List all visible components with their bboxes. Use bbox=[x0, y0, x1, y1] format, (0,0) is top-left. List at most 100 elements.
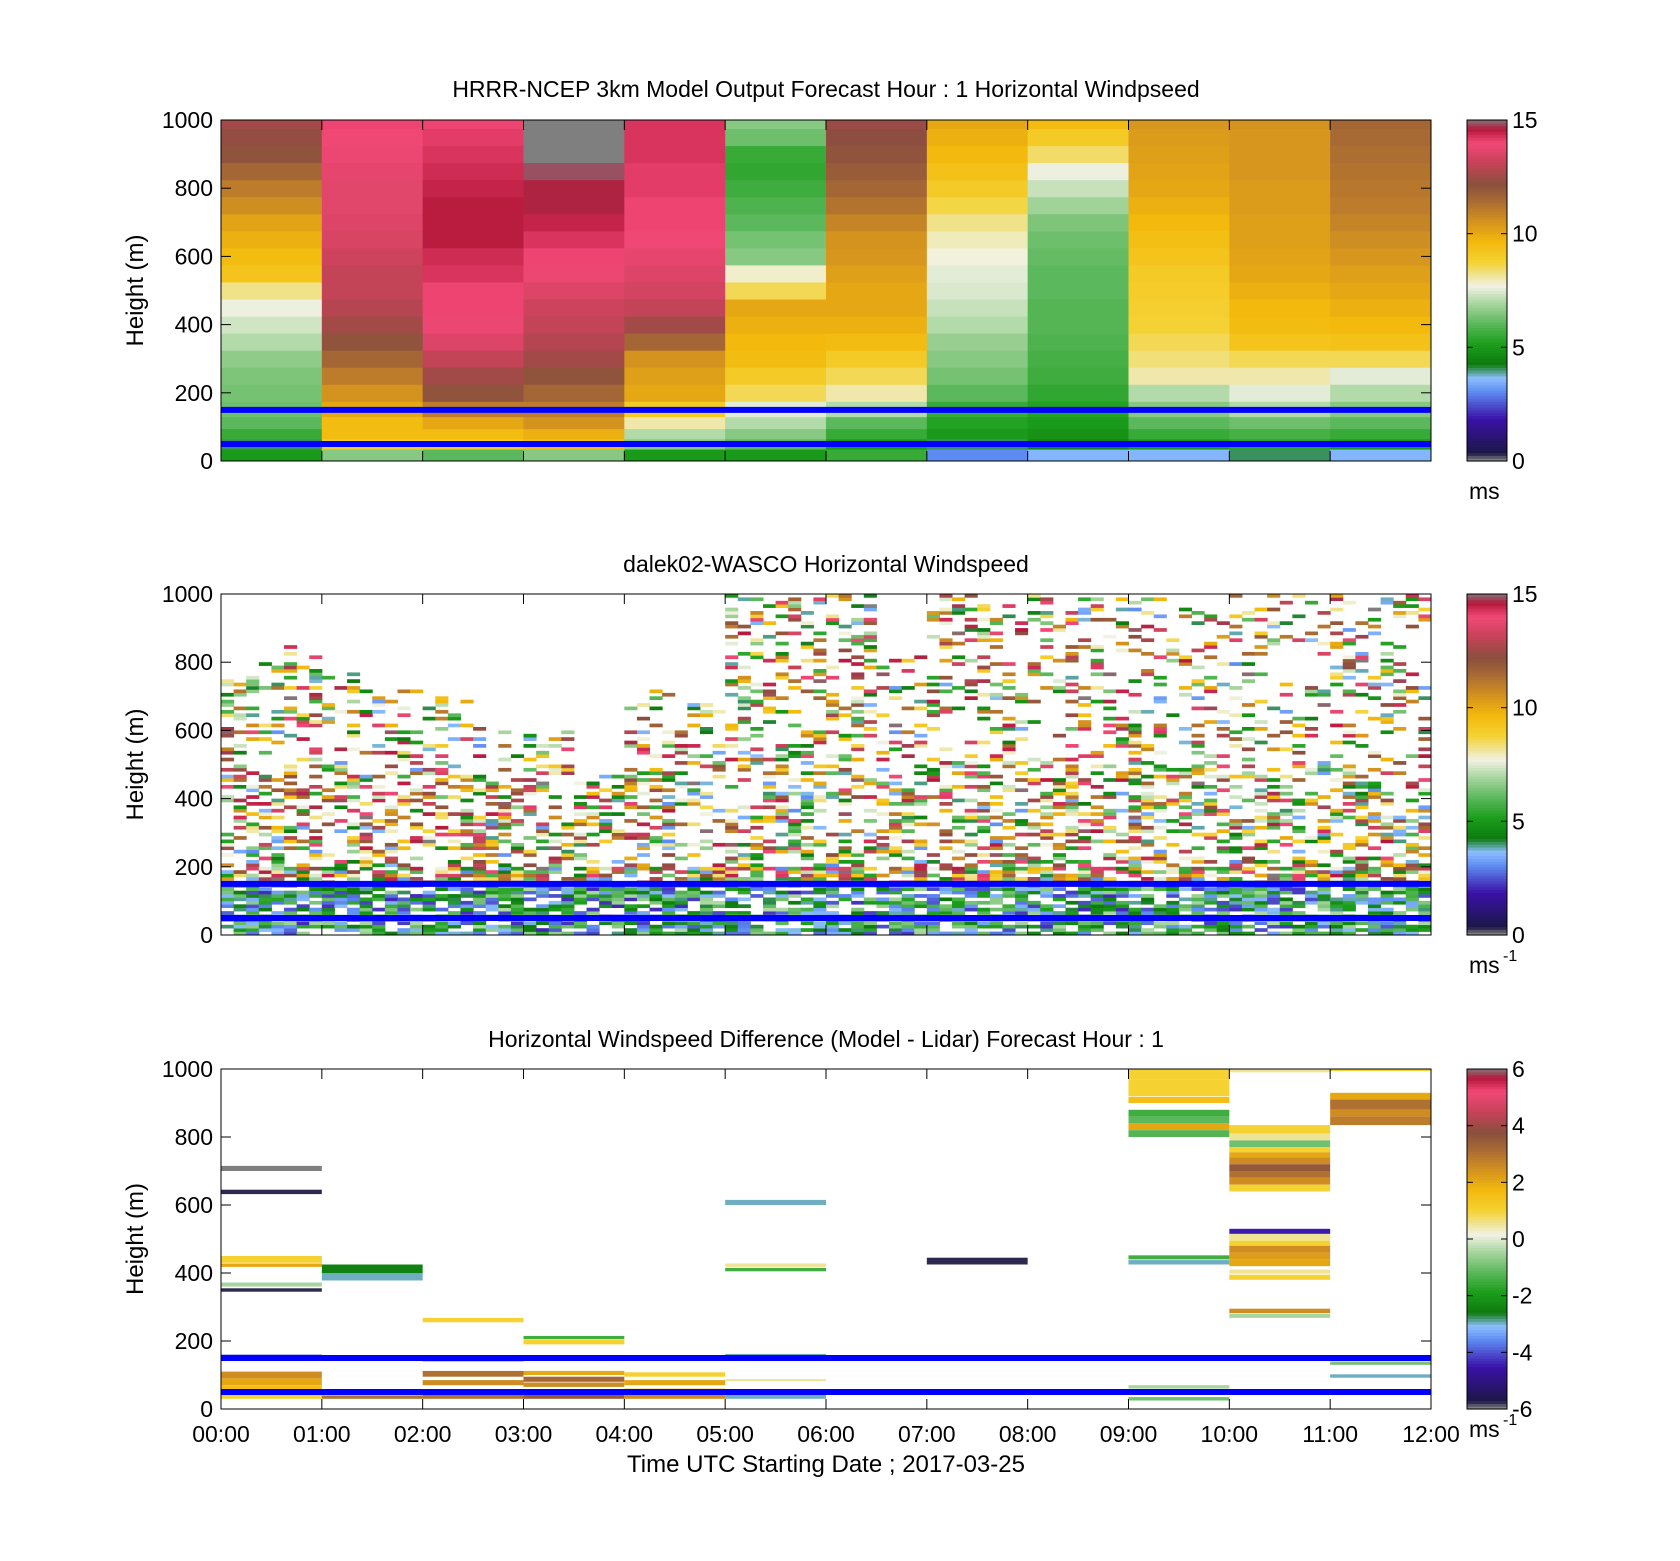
lidar-bin bbox=[889, 774, 903, 779]
lidar-bin bbox=[1204, 890, 1218, 895]
lidar-bin bbox=[473, 839, 487, 844]
lidar-bin bbox=[1405, 808, 1419, 813]
lidar-bin bbox=[485, 873, 499, 878]
lidar-bin bbox=[1254, 842, 1268, 847]
lidar-bin bbox=[1367, 819, 1382, 823]
lidar-bin bbox=[914, 771, 928, 776]
lidar-bin bbox=[1078, 686, 1092, 690]
lidar-bin bbox=[1418, 815, 1432, 820]
lidar-bin bbox=[1380, 703, 1394, 707]
lidar-bin bbox=[889, 747, 903, 752]
lidar-bin bbox=[473, 911, 487, 915]
difference-segment bbox=[1330, 1116, 1431, 1126]
heatmap-cell bbox=[926, 247, 1029, 266]
lidar-bin bbox=[1229, 696, 1243, 701]
lidar-bin bbox=[410, 921, 424, 926]
lidar-bin bbox=[762, 774, 777, 779]
lidar-bin bbox=[649, 842, 663, 847]
lidar-bin bbox=[687, 894, 701, 898]
lidar-bin bbox=[1216, 662, 1230, 666]
colorbar-swatch bbox=[1467, 844, 1507, 848]
lidar-bin bbox=[347, 730, 361, 735]
lidar-bin bbox=[523, 863, 537, 868]
lidar-bin bbox=[1141, 638, 1155, 643]
lidar-bin bbox=[397, 863, 411, 868]
lidar-bin bbox=[473, 924, 487, 929]
lidar-bin bbox=[1254, 795, 1268, 799]
lidar-bin bbox=[460, 737, 474, 741]
lidar-bin bbox=[1393, 900, 1407, 905]
lidar-bin bbox=[498, 904, 512, 909]
colorbar-swatch bbox=[1467, 628, 1507, 632]
lidar-bin bbox=[1002, 761, 1016, 765]
lidar-bin bbox=[737, 737, 751, 741]
lidar-bin bbox=[863, 839, 877, 844]
lidar-bin bbox=[586, 931, 600, 936]
lidar-bin bbox=[460, 778, 474, 782]
lidar-bin bbox=[284, 829, 298, 833]
lidar-bin bbox=[1090, 870, 1104, 874]
lidar-bin bbox=[359, 928, 373, 932]
lidar-bin bbox=[321, 720, 335, 724]
lidar-bin bbox=[1191, 931, 1205, 936]
lidar-bin bbox=[863, 692, 877, 697]
lidar-bin bbox=[321, 924, 335, 929]
lidar-bin bbox=[1141, 859, 1155, 864]
lidar-bin bbox=[1065, 651, 1079, 656]
colorbar-swatch bbox=[1467, 909, 1507, 913]
lidar-bin bbox=[258, 887, 272, 891]
heatmap-cell bbox=[725, 179, 827, 198]
lidar-bin bbox=[510, 805, 524, 810]
lidar-bin bbox=[536, 825, 550, 830]
lidar-bin bbox=[662, 778, 676, 782]
lidar-bin bbox=[1330, 672, 1344, 677]
colorbar-swatch bbox=[1467, 719, 1507, 723]
lidar-bin bbox=[321, 767, 335, 772]
colorbar-swatch bbox=[1467, 1210, 1507, 1215]
lidar-bin bbox=[851, 662, 865, 666]
lidar-bin bbox=[1002, 696, 1016, 701]
lidar-bin bbox=[1405, 597, 1419, 602]
lidar-bin bbox=[1216, 774, 1230, 779]
lidar-bin bbox=[510, 921, 524, 926]
lidar-bin bbox=[435, 887, 449, 891]
lidar-bin bbox=[1040, 672, 1054, 677]
lidar-bin bbox=[561, 825, 575, 830]
lidar-bin bbox=[687, 788, 701, 793]
lidar-bin bbox=[838, 866, 852, 871]
lidar-bin bbox=[221, 900, 235, 905]
lidar-bin bbox=[1065, 675, 1079, 680]
lidar-bin bbox=[1052, 686, 1066, 690]
difference-segment bbox=[221, 1378, 322, 1386]
lidar-bin bbox=[1153, 597, 1167, 602]
colorbar-swatch bbox=[1467, 389, 1507, 394]
lidar-bin bbox=[788, 849, 802, 854]
lidar-bin bbox=[271, 924, 285, 929]
lidar-bin bbox=[674, 771, 688, 776]
lidar-bin bbox=[473, 819, 487, 823]
heatmap-cell bbox=[926, 162, 1029, 181]
lidar-bin bbox=[1178, 812, 1193, 816]
lidar-bin bbox=[813, 781, 827, 786]
colorbar-swatch bbox=[1467, 846, 1507, 851]
lidar-bin bbox=[284, 781, 298, 786]
lidar-bin bbox=[989, 900, 1003, 905]
lidar-bin bbox=[649, 754, 663, 758]
lidar-bin bbox=[926, 931, 940, 936]
lidar-bin bbox=[271, 900, 285, 905]
colorbar-swatch bbox=[1467, 139, 1507, 144]
colorbar-swatch bbox=[1467, 1213, 1507, 1217]
lidar-bin bbox=[536, 781, 550, 786]
lidar-bin bbox=[271, 911, 285, 915]
colorbar-swatch bbox=[1467, 707, 1507, 712]
lidar-bin bbox=[1229, 594, 1243, 598]
lidar-bin bbox=[1367, 873, 1382, 878]
lidar-bin bbox=[813, 631, 827, 636]
lidar-bin bbox=[687, 887, 701, 891]
lidar-bin bbox=[510, 798, 524, 803]
lidar-bin bbox=[347, 778, 361, 782]
lidar-bin bbox=[447, 887, 461, 891]
colorbar-swatch bbox=[1467, 642, 1507, 646]
lidar-bin bbox=[674, 822, 688, 827]
lidar-bin bbox=[1267, 624, 1281, 629]
